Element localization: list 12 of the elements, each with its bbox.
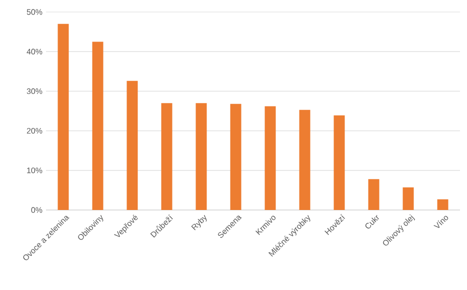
bar	[402, 187, 414, 210]
bar	[58, 24, 69, 210]
bar	[230, 104, 242, 210]
bar	[368, 179, 380, 210]
bar	[299, 110, 310, 210]
bar	[437, 199, 448, 210]
bar	[196, 103, 207, 210]
bar	[334, 115, 345, 210]
bar	[161, 103, 172, 210]
bar	[92, 42, 104, 210]
bar	[126, 80, 138, 210]
bar	[264, 106, 276, 210]
